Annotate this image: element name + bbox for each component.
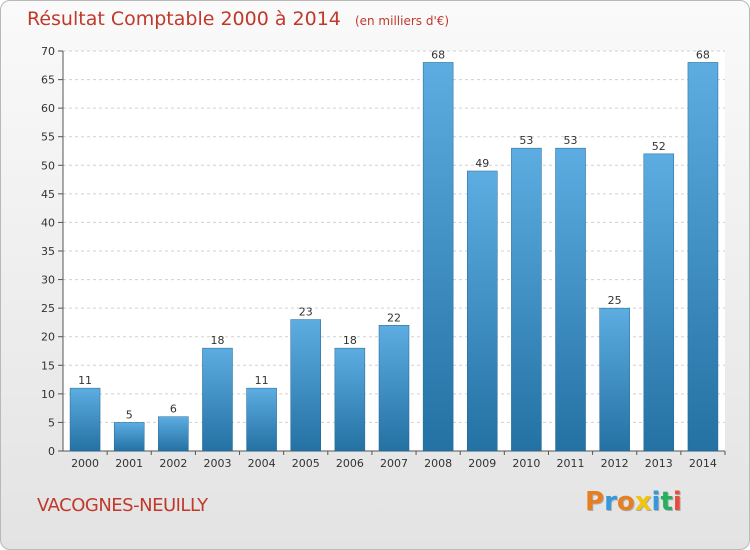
- x-tick-label: 2008: [424, 457, 452, 470]
- x-tick-label: 2014: [689, 457, 717, 470]
- logo-letter: o: [616, 487, 635, 517]
- data-label: 6: [170, 403, 177, 416]
- bar: [202, 347, 233, 452]
- logo-letter: r: [604, 487, 617, 517]
- y-tick-label: 45: [41, 188, 55, 201]
- data-label: 52: [652, 140, 666, 153]
- logo-letter: i: [672, 487, 682, 517]
- y-tick-label: 60: [41, 102, 55, 115]
- bar: [555, 147, 586, 452]
- y-tick-label: 30: [41, 274, 55, 287]
- data-label: 11: [78, 374, 92, 387]
- bar: [467, 170, 498, 452]
- x-tick-label: 2011: [557, 457, 585, 470]
- x-tick-label: 2006: [336, 457, 364, 470]
- bar: [334, 347, 366, 452]
- data-label: 68: [431, 48, 445, 61]
- proxiti-logo: Proxiti: [585, 487, 682, 517]
- y-tick-label: 35: [41, 245, 55, 258]
- bar: [599, 307, 630, 452]
- x-tick-label: 2013: [645, 457, 673, 470]
- bar: [69, 387, 101, 452]
- x-tick-label: 2007: [380, 457, 408, 470]
- logo-letter: t: [660, 487, 673, 517]
- x-tick-label: 2002: [159, 457, 187, 470]
- y-tick-label: 25: [41, 302, 55, 315]
- bar: [378, 325, 410, 452]
- y-tick-label: 50: [41, 159, 55, 172]
- x-tick-label: 2004: [248, 457, 276, 470]
- y-tick-label: 55: [41, 131, 55, 144]
- data-label: 18: [343, 334, 357, 347]
- y-tick-label: 65: [41, 74, 55, 87]
- data-label: 53: [564, 134, 578, 147]
- x-tick-label: 2001: [115, 457, 143, 470]
- y-tick-label: 5: [48, 416, 55, 429]
- data-label: 25: [608, 294, 622, 307]
- logo-letter: x: [634, 487, 652, 517]
- x-tick-label: 2012: [601, 457, 629, 470]
- x-tick-label: 2005: [292, 457, 320, 470]
- data-label: 49: [475, 157, 489, 170]
- y-tick-label: 70: [41, 45, 55, 58]
- data-label: 18: [210, 334, 224, 347]
- x-tick-label: 2009: [468, 457, 496, 470]
- bar: [422, 62, 454, 452]
- data-label: 11: [255, 374, 269, 387]
- commune-name: VACOGNES-NEUILLY: [37, 495, 208, 516]
- bar: [687, 62, 719, 452]
- data-label: 23: [299, 306, 313, 319]
- data-label: 5: [126, 408, 133, 421]
- data-label: 68: [696, 48, 710, 61]
- data-label: 22: [387, 311, 401, 324]
- chart-title: Résultat Comptable 2000 à 2014 (en milli…: [27, 8, 449, 30]
- bar: [246, 387, 277, 452]
- bar: [158, 416, 189, 452]
- x-tick-label: 2010: [512, 457, 540, 470]
- y-tick-label: 10: [41, 388, 55, 401]
- x-tick-label: 2003: [203, 457, 231, 470]
- logo-letter: P: [585, 487, 605, 517]
- bar: [511, 147, 542, 452]
- y-tick-label: 15: [41, 359, 55, 372]
- data-label: 53: [519, 134, 533, 147]
- title-text: Résultat Comptable 2000 à 2014: [27, 8, 341, 30]
- y-tick-label: 0: [48, 445, 55, 458]
- bar: [643, 153, 675, 452]
- bar: [113, 422, 145, 452]
- chart-subtitle: (en milliers d'€): [354, 14, 450, 28]
- y-tick-label: 20: [41, 331, 55, 344]
- logo-letter: i: [651, 487, 661, 517]
- bar: [290, 319, 321, 452]
- x-tick-label: 2000: [71, 457, 99, 470]
- y-tick-label: 40: [41, 216, 55, 229]
